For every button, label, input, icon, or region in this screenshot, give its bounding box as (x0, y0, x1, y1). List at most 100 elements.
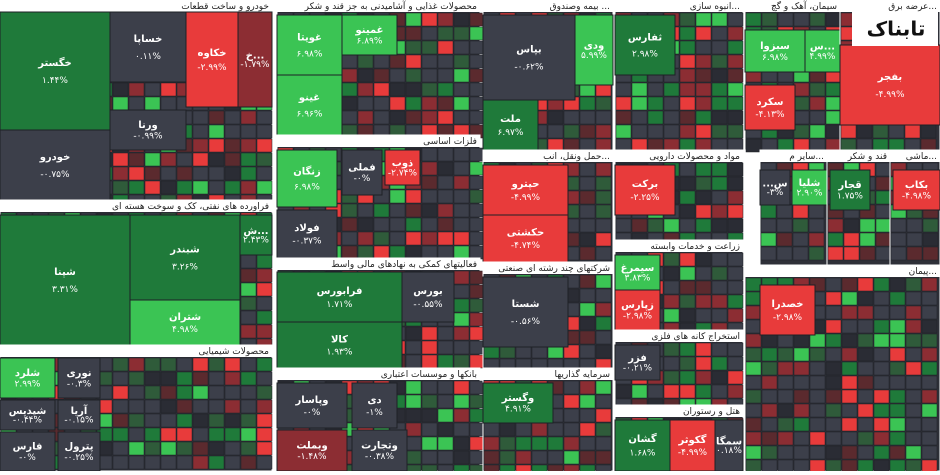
filler-cell (128, 82, 145, 97)
filler-cell (711, 190, 728, 205)
filler-cell (905, 445, 922, 460)
stock-name: سکرد (756, 97, 783, 108)
filler-cell (745, 389, 762, 404)
sector-header (615, 240, 743, 252)
filler-cell (483, 450, 500, 465)
sector-header (277, 135, 480, 147)
filler-cell (595, 330, 612, 345)
filler-cell (437, 245, 454, 260)
filler-cell (711, 176, 728, 191)
filler-cell (192, 455, 209, 470)
filler-cell (711, 96, 728, 111)
filler-cell (793, 445, 810, 460)
stock-change: ۰.۱۸% (716, 446, 742, 456)
filler-cell (128, 441, 145, 456)
filler-cell (437, 175, 454, 190)
filler-cell (711, 384, 728, 399)
filler-cell (695, 162, 712, 177)
filler-cell (453, 82, 470, 97)
filler-cell (389, 54, 406, 69)
filler-cell (615, 110, 632, 125)
filler-cell (841, 361, 858, 376)
filler-cell (873, 403, 890, 418)
filler-cell (256, 441, 273, 456)
filler-cell (240, 268, 257, 283)
filler-cell (595, 302, 612, 317)
filler-cell (890, 232, 907, 247)
filler-cell (579, 408, 596, 423)
filler-cell (144, 399, 161, 414)
filler-cell (873, 459, 890, 474)
filler-cell (857, 291, 874, 306)
stock-name: غویتا (297, 33, 322, 44)
filler-cell (341, 217, 358, 232)
filler-cell (727, 294, 744, 309)
filler-cell (128, 180, 145, 195)
stock-change: -۲.۹۹% (197, 63, 227, 73)
filler-cell (727, 54, 744, 69)
filler-cell (483, 436, 500, 451)
filler-cell (176, 413, 193, 428)
filler-cell (809, 403, 826, 418)
filler-cell (563, 464, 580, 475)
filler-cell (160, 96, 177, 111)
filler-cell (437, 354, 454, 369)
filler-cell (192, 110, 209, 125)
filler-cell (727, 266, 744, 281)
filler-cell (761, 431, 778, 446)
filler-cell (843, 246, 860, 261)
filler-cell (240, 324, 257, 339)
filler-cell (192, 399, 209, 414)
filler-cell (208, 124, 225, 139)
stock-tile (276, 74, 343, 136)
filler-cell (745, 277, 762, 292)
filler-cell (595, 124, 612, 139)
filler-cell (405, 231, 422, 246)
filler-cell (843, 218, 860, 233)
stock-change: ۳.۲۶% (172, 263, 198, 273)
filler-cell (357, 96, 374, 111)
filler-cell (453, 26, 470, 41)
filler-cell (825, 319, 842, 334)
filler-cell (745, 305, 762, 320)
filler-cell (631, 110, 648, 125)
stock-change: -۴.۱۳% (755, 110, 785, 120)
filler-cell (825, 375, 842, 390)
filler-cell (792, 218, 809, 233)
filler-cell (760, 232, 777, 247)
stock-change: -۰.۲۱% (623, 363, 653, 373)
filler-cell (389, 110, 406, 125)
filler-cell (515, 422, 532, 437)
filler-cell (373, 231, 390, 246)
stock-name: غمینو (355, 25, 384, 36)
filler-cell (256, 413, 273, 428)
filler-cell (825, 459, 842, 474)
stock-tile (714, 419, 744, 472)
stock-change: -۲.۷۴% (388, 168, 418, 178)
filler-cell (727, 342, 744, 357)
filler-cell (128, 166, 145, 181)
filler-cell (405, 189, 422, 204)
filler-cell (631, 82, 648, 97)
filler-cell (679, 356, 696, 371)
filler-cell (889, 459, 906, 474)
filler-cell (240, 399, 257, 414)
filler-cell (405, 82, 422, 97)
stock-tile (804, 29, 841, 73)
stock-change: -۰% (19, 453, 36, 463)
filler-cell (421, 54, 438, 69)
sector-header (483, 262, 613, 274)
filler-cell (711, 40, 728, 55)
filler-cell (531, 464, 548, 475)
filler-cell (695, 356, 712, 371)
filler-cell (875, 232, 892, 247)
stock-name: ورنا (138, 120, 157, 131)
filler-cell (695, 124, 712, 139)
stock-name: گشان (628, 432, 656, 445)
filler-cell (873, 277, 890, 292)
filler-cell (128, 455, 145, 470)
filler-cell (128, 96, 145, 111)
filler-cell (663, 218, 680, 233)
filler-cell (531, 450, 548, 465)
filler-cell (631, 96, 648, 111)
